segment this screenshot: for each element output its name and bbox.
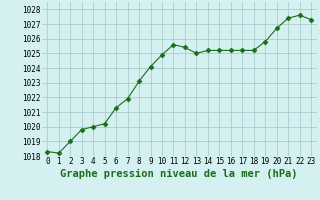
X-axis label: Graphe pression niveau de la mer (hPa): Graphe pression niveau de la mer (hPa) <box>60 169 298 179</box>
